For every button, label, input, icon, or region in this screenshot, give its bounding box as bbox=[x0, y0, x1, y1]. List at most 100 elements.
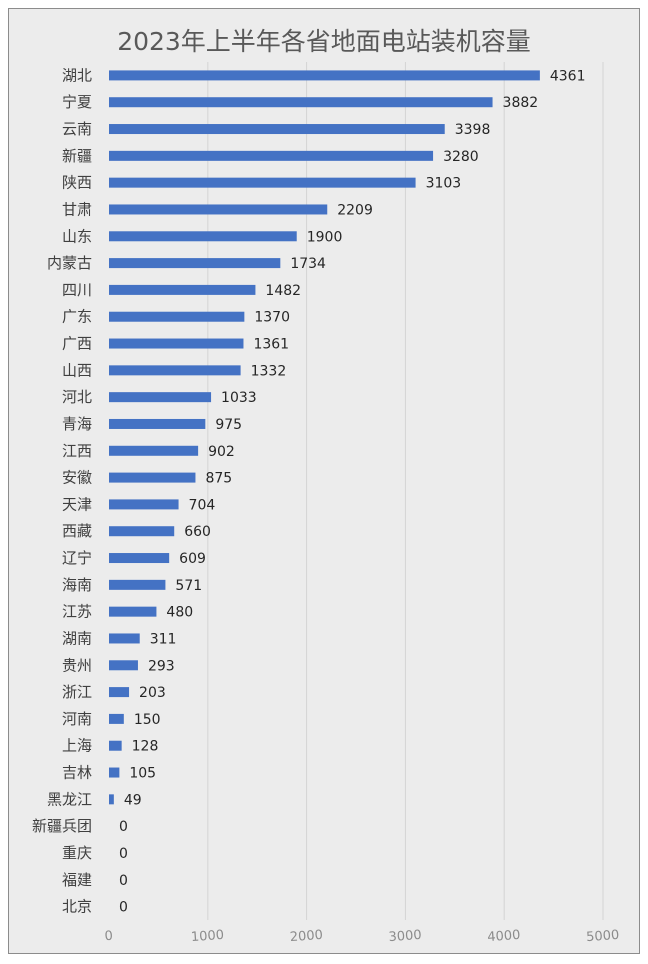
category-label: 甘肃 bbox=[62, 200, 92, 218]
data-label: 875 bbox=[205, 471, 232, 487]
data-label: 4361 bbox=[550, 68, 586, 84]
data-label: 128 bbox=[132, 739, 159, 755]
category-label: 新疆兵团 bbox=[32, 817, 92, 835]
data-label: 1033 bbox=[221, 390, 257, 406]
bar bbox=[109, 713, 124, 724]
bar bbox=[109, 579, 166, 590]
data-label: 203 bbox=[139, 685, 166, 701]
data-label: 1370 bbox=[254, 310, 290, 326]
x-tick-label: 1000 bbox=[191, 928, 225, 945]
bar bbox=[109, 553, 170, 564]
bar bbox=[109, 284, 256, 295]
bar bbox=[109, 365, 241, 376]
category-label: 上海 bbox=[62, 737, 92, 755]
data-label: 49 bbox=[124, 792, 142, 808]
bar bbox=[109, 767, 120, 778]
category-label: 河北 bbox=[62, 388, 92, 406]
category-label: 黑龙江 bbox=[47, 790, 92, 808]
x-tick-label: 0 bbox=[104, 929, 113, 945]
x-tick-label: 4000 bbox=[487, 928, 521, 945]
bar bbox=[109, 418, 206, 429]
data-label: 3103 bbox=[426, 176, 462, 192]
data-label: 0 bbox=[119, 846, 128, 862]
data-label: 3398 bbox=[455, 122, 491, 138]
category-label: 陕西 bbox=[62, 174, 92, 192]
category-label: 新疆 bbox=[62, 147, 92, 165]
bar bbox=[109, 794, 114, 805]
category-label: 湖南 bbox=[62, 629, 92, 647]
category-label: 浙江 bbox=[62, 683, 92, 701]
data-label: 1900 bbox=[307, 229, 343, 245]
category-label: 西藏 bbox=[62, 522, 92, 540]
category-label: 云南 bbox=[62, 120, 92, 138]
data-label: 1332 bbox=[251, 363, 287, 379]
category-label: 安徽 bbox=[62, 469, 92, 487]
bar bbox=[109, 606, 157, 617]
bar bbox=[109, 687, 130, 698]
data-label: 0 bbox=[119, 819, 128, 835]
category-label: 天津 bbox=[62, 495, 92, 513]
category-label: 重庆 bbox=[62, 844, 92, 862]
data-label: 0 bbox=[119, 900, 128, 916]
category-label: 宁夏 bbox=[62, 93, 92, 111]
data-label: 609 bbox=[179, 551, 206, 567]
bar bbox=[109, 445, 199, 456]
bar bbox=[109, 499, 179, 510]
category-label: 湖北 bbox=[62, 66, 92, 84]
bar bbox=[109, 231, 297, 242]
data-label: 105 bbox=[129, 766, 156, 782]
category-label: 江西 bbox=[62, 442, 92, 460]
data-label: 480 bbox=[166, 605, 193, 621]
data-label: 150 bbox=[134, 712, 161, 728]
data-label: 3882 bbox=[503, 95, 539, 111]
bar bbox=[109, 150, 434, 161]
data-label: 902 bbox=[208, 444, 235, 460]
bar bbox=[109, 124, 445, 135]
x-tick-label: 5000 bbox=[586, 928, 620, 945]
category-label: 山西 bbox=[62, 361, 92, 379]
bar bbox=[109, 338, 244, 349]
bar bbox=[109, 97, 493, 108]
data-label: 975 bbox=[215, 417, 242, 433]
category-label: 山东 bbox=[62, 227, 92, 245]
category-label: 内蒙古 bbox=[47, 254, 92, 272]
category-label: 广东 bbox=[62, 308, 92, 326]
category-label: 河南 bbox=[62, 710, 92, 728]
x-tick-label: 3000 bbox=[388, 928, 422, 945]
category-label: 海南 bbox=[62, 576, 92, 594]
data-label: 1482 bbox=[265, 283, 301, 299]
data-label: 311 bbox=[150, 631, 177, 647]
data-label: 660 bbox=[184, 524, 211, 540]
bar bbox=[109, 526, 175, 537]
bar bbox=[109, 392, 212, 403]
bar bbox=[109, 177, 416, 188]
data-label: 293 bbox=[148, 658, 175, 674]
category-label: 福建 bbox=[62, 871, 92, 889]
bar bbox=[109, 311, 245, 322]
category-label: 江苏 bbox=[62, 603, 92, 621]
data-label: 0 bbox=[119, 873, 128, 889]
bar bbox=[109, 633, 140, 644]
category-label: 广西 bbox=[62, 335, 92, 353]
bar bbox=[109, 472, 196, 483]
x-tick-label: 2000 bbox=[289, 928, 323, 945]
category-label: 贵州 bbox=[62, 656, 92, 674]
category-label: 北京 bbox=[62, 898, 92, 916]
data-label: 1361 bbox=[253, 337, 289, 353]
category-label: 青海 bbox=[62, 415, 92, 433]
data-label: 571 bbox=[175, 578, 202, 594]
data-label: 1734 bbox=[290, 256, 326, 272]
data-label: 3280 bbox=[443, 149, 479, 165]
data-label: 704 bbox=[189, 497, 216, 513]
bar bbox=[109, 740, 122, 751]
data-label: 2209 bbox=[337, 202, 373, 218]
category-label: 吉林 bbox=[62, 764, 92, 782]
bar bbox=[109, 660, 138, 671]
bar bbox=[109, 258, 281, 269]
bar bbox=[109, 70, 540, 81]
chart-title: 2023年上半年各省地面电站装机容量 bbox=[117, 27, 531, 56]
category-label: 四川 bbox=[62, 281, 92, 299]
category-label: 辽宁 bbox=[62, 549, 92, 567]
bar bbox=[109, 204, 328, 215]
